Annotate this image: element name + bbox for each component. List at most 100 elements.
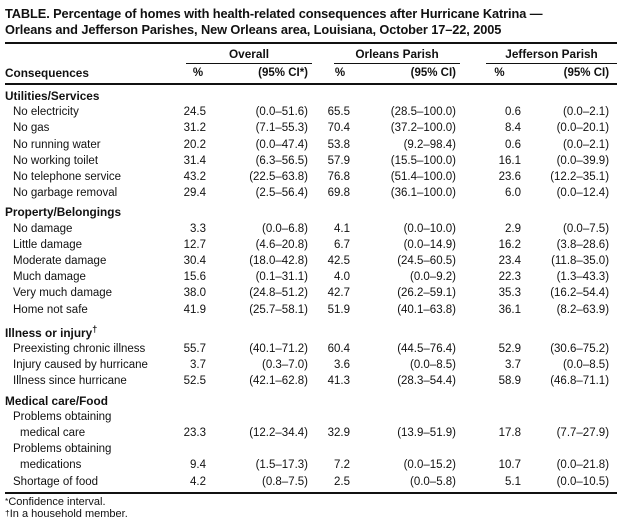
pct-value: 23.4 [498,255,522,268]
footnote-confidence-interval: *Confidence interval. [5,496,617,509]
ci-value: (6.3–56.5) [255,154,309,167]
ci-value: (37.2–100.0) [390,122,457,135]
ci-value: (25.7–58.1) [249,303,309,316]
ci-value: (30.6–75.2) [550,342,610,355]
pct-value: 8.4 [505,122,522,135]
dagger-marker: † [92,323,98,334]
ci-value: (40.1–63.8) [397,303,457,316]
footnote-marker-dagger: † [5,508,10,519]
data-row: Injury caused by hurricane 3.7 (0.3–7.0) 3.… [5,357,617,373]
pct-value: 31.4 [183,154,206,167]
row-label: Illness since hurricane [13,375,127,388]
row-label: No electricity [13,106,79,119]
section-row: Illness or injury† [5,318,617,341]
pct-value: 32.9 [327,426,351,439]
ci-value: (22.5–63.8) [249,171,309,184]
pct-value: 35.3 [498,287,522,300]
pct-value: 41.3 [327,375,351,388]
section-row: Medical care/Food [5,390,617,409]
pct-value: 22.3 [498,271,522,284]
ci-value: (0.0–2.1) [563,106,610,119]
row-label: Problems obtaining medications [13,443,112,472]
footnote-household-member: †In a household member. [5,508,617,521]
ci-value: (0.0–5.8) [409,475,457,488]
pct-value: 58.9 [498,375,522,388]
row-label: Shortage of food [13,475,99,488]
pct-value: 29.4 [183,187,206,200]
ci-value: (3.8–28.6) [556,238,610,251]
pct-value: 76.8 [327,171,351,184]
pct-value: 41.9 [183,303,206,316]
row-label: Moderate damage [13,255,107,268]
pct-value: 5.1 [505,475,522,488]
pct-value: 6.7 [334,238,351,251]
ci-value: (0.0–8.5) [409,359,457,372]
pct-value: 65.5 [327,106,351,119]
column-header-consequences: Consequences [5,64,176,85]
ci-value: (7.1–55.3) [255,122,309,135]
pct-value: 23.6 [498,171,522,184]
pct-value: 7.2 [334,459,351,472]
pct-value: 4.0 [334,271,351,284]
column-header-overall-ci: (95% CI*) [220,64,317,85]
section-title: Utilities/Services [5,89,100,103]
pct-value: 0.6 [505,138,522,151]
pct-value: 9.4 [190,459,206,472]
group-label-overall: Overall [186,47,313,64]
column-header-overall-pct: % [176,64,220,85]
pct-value: 43.2 [183,171,206,184]
ci-value: (11.8–35.0) [551,255,610,268]
row-label: Problems obtaining medical care [13,410,112,439]
column-header-orleans-pct: % [316,64,365,85]
ci-value: (12.2–35.1) [550,171,610,184]
data-row: Very much damage 38.0 (24.8–51.2) 42.7 (26.2… [5,285,617,301]
ci-value: (0.1–31.1) [255,271,309,284]
pct-value: 51.9 [327,303,351,316]
row-label: No gas [13,122,50,135]
row-label: No running water [13,138,101,151]
ci-value: (0.8–7.5) [261,475,309,488]
data-row: Much damage 15.6 (0.1–31.1) 4.0 (0.0–9.2) 22.… [5,269,617,285]
column-header-orleans-ci: (95% CI) [364,64,465,85]
pct-value: 15.6 [183,271,206,284]
ci-value: (1.5–17.3) [255,459,309,472]
ci-value: (42.1–62.8) [249,375,309,388]
pct-value: 57.9 [327,154,351,167]
ci-value: (0.0–8.5) [563,359,610,372]
group-header-overall: Overall [176,44,316,64]
pct-value: 17.8 [498,426,522,439]
ci-value: (40.1–71.2) [249,342,309,355]
data-row: Problems obtaining medications 9.4 (1.5–17.… [5,441,617,473]
row-label: No telephone service [13,171,122,184]
pct-value: 52.5 [183,375,206,388]
pct-value: 3.7 [505,359,522,372]
ci-value: (4.6–20.8) [255,238,309,251]
data-row: No working toilet 31.4 (6.3–56.5) 57.9 (15.5… [5,153,617,169]
data-row: Little damage 12.7 (4.6–20.8) 6.7 (0.0–14.9)… [5,237,617,253]
group-label-orleans: Orleans Parish [334,47,461,64]
pct-value: 2.9 [505,222,522,235]
row-label: No damage [13,222,73,235]
pct-value: 3.6 [334,359,351,372]
data-row: No gas 31.2 (7.1–55.3) 70.4 (37.2–100.0) 8.4 (… [5,120,617,136]
ci-value: (51.4–100.0) [390,171,457,184]
table-title-line1: TABLE. Percentage of homes with health-r… [5,6,543,21]
footnote-text: Confidence interval. [8,495,106,508]
pct-value: 16.1 [498,154,522,167]
footnote-text: In a household member. [9,508,128,521]
pct-value: 4.2 [190,475,206,488]
pct-value: 30.4 [183,255,206,268]
pct-value: 3.3 [190,222,206,235]
ci-value: (0.0–7.5) [563,222,610,235]
ci-value: (26.2–59.1) [397,287,457,300]
ci-value: (18.0–42.8) [249,255,309,268]
ci-value: (0.0–15.2) [403,459,457,472]
ci-value: (1.3–43.3) [556,271,610,284]
ci-value: (28.3–54.4) [397,375,457,388]
section-row: Property/Belongings [5,201,617,220]
footnote-marker-asterisk: * [5,495,9,506]
pct-value: 52.9 [498,342,522,355]
group-label-jefferson: Jefferson Parish [486,47,618,64]
pct-value: 23.3 [183,426,206,439]
row-label: Much damage [13,271,86,284]
